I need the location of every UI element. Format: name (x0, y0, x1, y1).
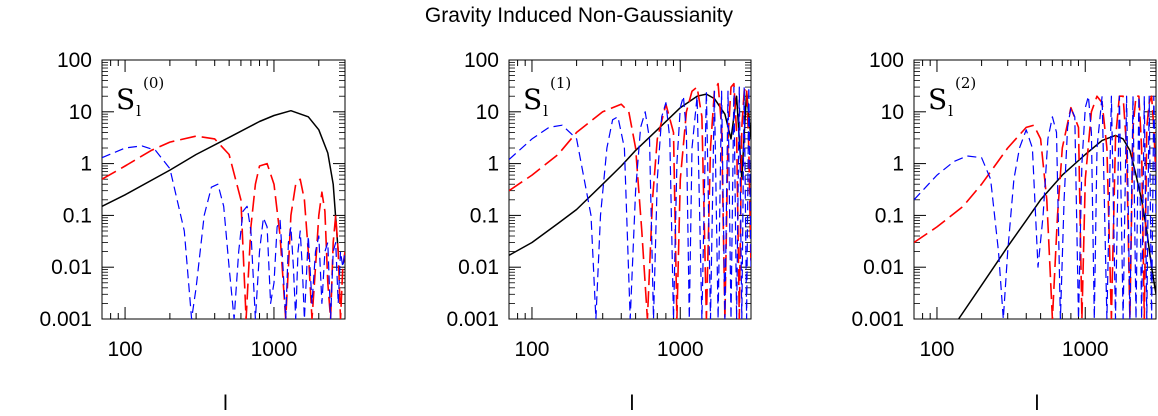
y-tick-label: 1 (487, 153, 499, 176)
y-tick-label: 10 (69, 101, 92, 124)
plot-frame (101, 59, 346, 320)
y-tick-label: 0.1 (470, 204, 499, 227)
y-tick-label: 10 (476, 101, 499, 124)
series-line-short-dash (102, 145, 345, 319)
series-group (914, 95, 1156, 319)
y-tick-label: 100 (869, 49, 904, 72)
x-tick-label: 100 (919, 338, 954, 361)
x-axis-label: l (1035, 392, 1040, 415)
x-axis-label: l (223, 392, 228, 415)
x-tick-label: 100 (108, 338, 143, 361)
y-tick-label: 0.01 (458, 256, 499, 279)
series-group (102, 109, 345, 319)
y-tick-label: 0.01 (863, 256, 904, 279)
panel-label: Sl(2) (928, 74, 976, 120)
y-tick-label: 10 (881, 101, 904, 124)
y-tick-label: 1 (80, 153, 92, 176)
y-tick-label: 0.001 (851, 308, 904, 331)
y-tick-label: 0.1 (875, 204, 904, 227)
x-tick-label: 1000 (1062, 338, 1109, 361)
series-line-long-dash (102, 135, 345, 319)
series-line-long-dash (914, 95, 1156, 319)
series-line-short-dash (509, 86, 751, 319)
panel-s0: 0.001 0.01 0.1 1 10 100 100 1000 l Sl(0) (39, 49, 346, 415)
series-line-long-dash (509, 82, 751, 319)
panel-s2: 0.001 0.01 0.1 1 10 100 100 1000 l Sl(2) (851, 49, 1157, 415)
panel-label: Sl(1) (523, 74, 571, 120)
panel-label: Sl(0) (116, 74, 164, 120)
y-tick-label: 100 (464, 49, 499, 72)
series-line-solid (509, 90, 751, 256)
figure-title: Gravity Induced Non-Gaussianity (424, 4, 734, 27)
plot-frame (913, 59, 1157, 320)
series-line-solid (957, 134, 1156, 319)
y-tick-label: 0.001 (446, 308, 499, 331)
y-tick-label: 0.001 (39, 308, 92, 331)
series-line-short-dash (914, 95, 1156, 319)
series-line-solid (102, 109, 339, 252)
y-tick-label: 1 (892, 153, 904, 176)
x-tick-label: 1000 (657, 338, 704, 361)
series-group (509, 82, 751, 319)
x-tick-label: 100 (514, 338, 549, 361)
y-tick-label: 0.01 (51, 256, 92, 279)
y-tick-label: 100 (57, 49, 92, 72)
y-tick-label: 0.1 (63, 204, 92, 227)
x-tick-label: 1000 (251, 338, 298, 361)
panel-s1: 0.001 0.01 0.1 1 10 100 100 1000 l Sl(1) (446, 49, 752, 415)
x-axis-label: l (630, 392, 635, 415)
